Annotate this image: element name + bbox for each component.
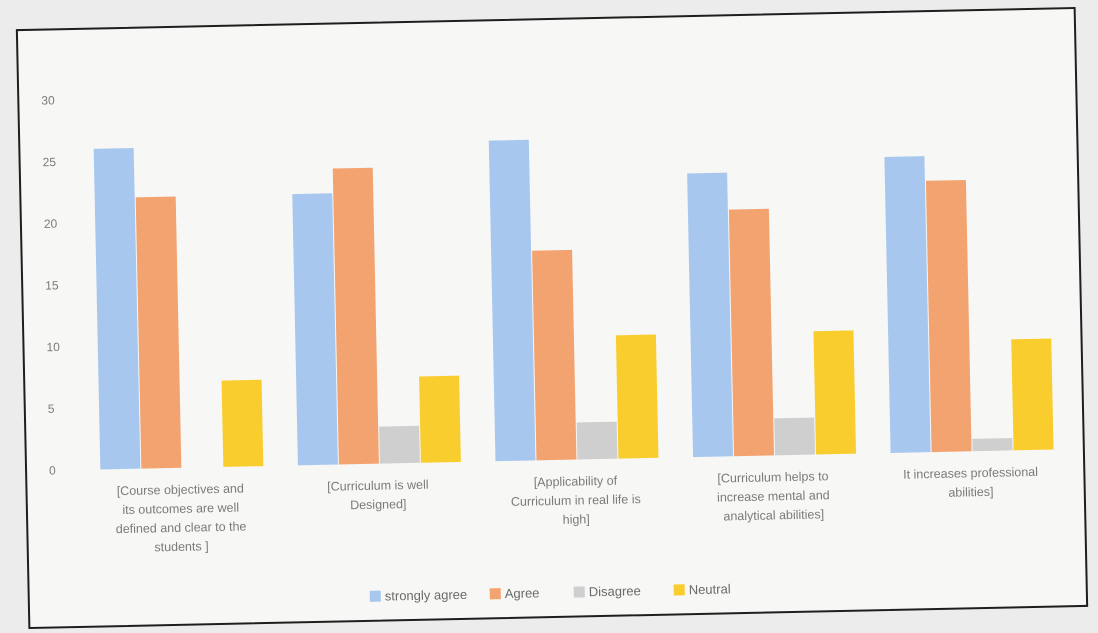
y-tick-label: 5 — [48, 402, 55, 416]
bar-agree — [135, 196, 182, 469]
y-tick-label: 20 — [44, 217, 58, 231]
bar-neutral — [1011, 338, 1054, 451]
category-label: [Applicability of Curriculum in real life… — [510, 473, 641, 528]
category-label-line: high] — [563, 512, 590, 527]
bar-strongly-agree — [292, 193, 338, 466]
category-label-line: Curriculum in real life is — [511, 492, 641, 509]
category-label-line: defined and clear to the — [116, 519, 247, 536]
bar-strongly-agree — [93, 148, 141, 470]
category-label-line: Designed] — [350, 497, 407, 512]
category-label: [Curriculum is well Designed] — [327, 478, 429, 513]
category-label: [Curriculum helps to increase mental and a… — [717, 469, 831, 523]
legend-label: strongly agree — [385, 587, 468, 604]
category-label-line: [Curriculum helps to — [717, 469, 828, 485]
category-label-line: [Applicability of — [534, 474, 618, 490]
category-label-line: [Curriculum is well — [327, 478, 429, 494]
y-tick-label: 0 — [49, 463, 56, 477]
category-label-line: abilities] — [948, 485, 993, 500]
bar-neutral — [615, 334, 659, 459]
bar-neutral — [221, 379, 264, 467]
category-label-line: analytical abilities] — [723, 507, 824, 523]
category-label-line: students ] — [154, 539, 208, 554]
bar-disagree — [576, 421, 618, 460]
bar-strongly-agree — [687, 172, 734, 458]
bar-agree — [925, 179, 972, 453]
bar-disagree — [774, 417, 816, 456]
legend: strongly agree Agree Disagree Neutral — [369, 581, 731, 604]
bar-agree — [332, 167, 379, 465]
category-label-line: [Course objectives and — [117, 481, 244, 498]
bar-area — [93, 139, 1054, 470]
y-tick-label: 25 — [42, 155, 56, 169]
bar-agree — [532, 249, 577, 461]
category-label: It increases professional abilities] — [903, 465, 1038, 501]
category-label: [Course objectives and its outcomes are w… — [115, 481, 247, 555]
bar-strongly-agree — [488, 139, 536, 462]
legend-swatch — [369, 590, 381, 602]
legend-swatch — [489, 588, 501, 600]
legend-swatch — [673, 584, 685, 596]
y-tick-label: 10 — [46, 340, 60, 354]
bar-neutral — [813, 330, 857, 455]
bar-agree — [728, 208, 775, 457]
bar-disagree — [379, 425, 420, 464]
bar-neutral — [419, 375, 461, 463]
category-label-line: increase mental and — [717, 488, 830, 504]
y-tick-label: 30 — [41, 93, 55, 107]
legend-swatch — [573, 586, 585, 598]
y-tick-label: 15 — [45, 278, 59, 292]
category-label-line: It increases professional — [903, 465, 1038, 482]
legend-label: Agree — [505, 585, 540, 601]
bar-chart: 0 5 10 15 20 25 30 [Course objectives and its o… — [41, 93, 1054, 604]
legend-label: Disagree — [589, 583, 641, 599]
y-axis: 0 5 10 15 20 25 30 — [41, 93, 60, 477]
x-axis-labels: [Course objectives and its outcomes are w… — [115, 465, 1038, 555]
chart-frame: 0 5 10 15 20 25 30 [Course objectives and its o… — [15, 6, 1089, 630]
legend-label: Neutral — [689, 581, 731, 597]
bar-strongly-agree — [884, 156, 931, 453]
category-label-line: its outcomes are well — [122, 501, 239, 517]
bar-disagree — [972, 438, 1013, 452]
